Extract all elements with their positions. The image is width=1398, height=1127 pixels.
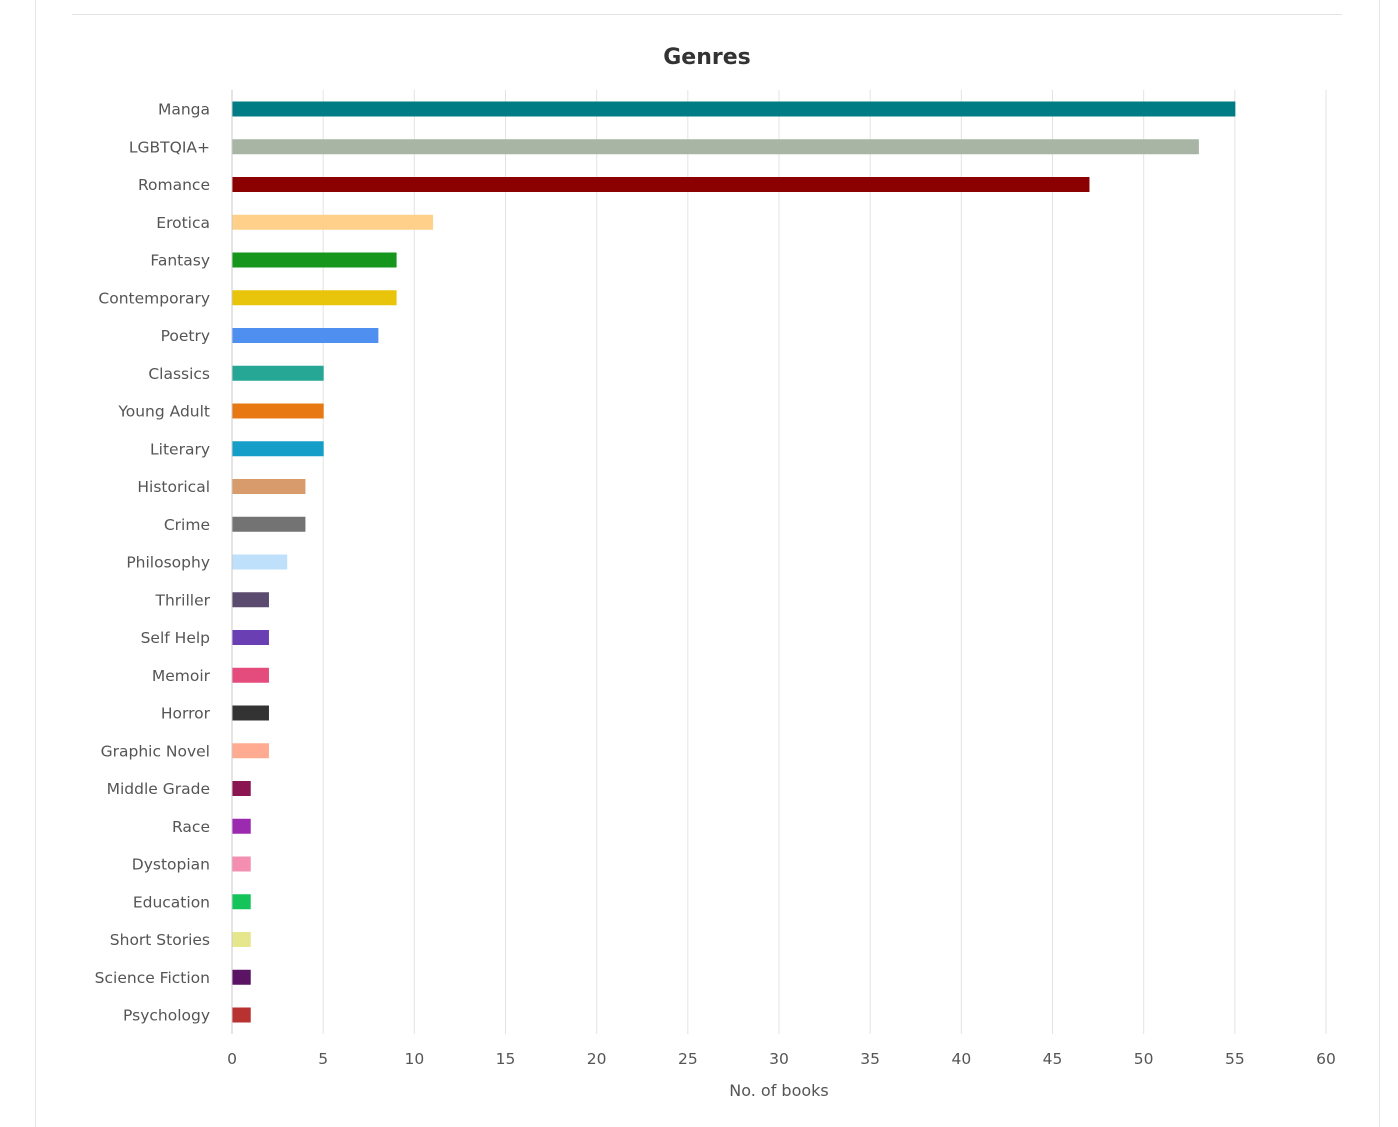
x-tick-label: 20 (587, 1050, 607, 1068)
x-tick-label: 0 (227, 1050, 237, 1068)
category-label: Short Stories (110, 931, 210, 949)
category-label: Historical (137, 478, 210, 496)
x-tick-label: 40 (951, 1050, 971, 1068)
x-axis-label: No. of books (729, 1081, 829, 1100)
bar-science-fiction[interactable] (232, 969, 251, 985)
bar-race[interactable] (232, 818, 251, 834)
bar-young-adult[interactable] (232, 403, 324, 419)
bar-education[interactable] (232, 894, 251, 910)
bar-middle-grade[interactable] (232, 781, 251, 796)
x-tick-label: 25 (678, 1050, 698, 1068)
x-tick-label: 5 (318, 1050, 328, 1068)
x-tick-label: 55 (1225, 1050, 1245, 1068)
bar-crime[interactable] (232, 516, 306, 532)
bar-horror[interactable] (232, 705, 269, 721)
category-label: Literary (150, 440, 210, 458)
category-label: LGBTQIA+ (129, 138, 210, 156)
bar-romance[interactable] (232, 177, 1090, 192)
category-label: Contemporary (98, 289, 210, 307)
bar-fantasy[interactable] (232, 252, 397, 268)
category-label: Race (172, 818, 210, 836)
category-label: Graphic Novel (101, 742, 210, 760)
bar-lgbtqia[interactable] (232, 139, 1199, 155)
bar-historical[interactable] (232, 479, 306, 494)
category-label: Erotica (156, 214, 210, 232)
x-tick-label: 30 (769, 1050, 789, 1068)
x-tick-label: 45 (1043, 1050, 1063, 1068)
bar-short-stories[interactable] (232, 932, 251, 947)
category-label: Romance (138, 176, 210, 194)
category-label: Philosophy (126, 554, 210, 572)
category-labels: Manga LGBTQIA+ Romance Erotica Fantasy Contem… (95, 101, 211, 1025)
chart-title: Genres (663, 45, 751, 70)
bar-erotica[interactable] (232, 214, 434, 230)
category-label: Thriller (155, 591, 211, 609)
category-label: Memoir (152, 667, 211, 685)
bar-graphic-novel[interactable] (232, 743, 269, 759)
category-label: Fantasy (150, 252, 210, 270)
bars (232, 101, 1236, 1023)
category-label: Education (133, 893, 210, 911)
category-label: Self Help (141, 629, 210, 647)
bar-dystopian[interactable] (232, 856, 251, 872)
category-label: Manga (158, 101, 210, 119)
bar-manga[interactable] (232, 101, 1236, 117)
category-label: Horror (161, 705, 211, 723)
bar-thriller[interactable] (232, 592, 269, 608)
x-tick-label: 60 (1316, 1050, 1336, 1068)
category-label: Psychology (123, 1007, 210, 1025)
x-tick-label: 15 (496, 1050, 516, 1068)
category-label: Young Adult (117, 403, 210, 421)
x-tick-label: 10 (404, 1050, 424, 1068)
bar-contemporary[interactable] (232, 290, 397, 306)
bar-literary[interactable] (232, 441, 324, 457)
gridlines (231, 90, 1327, 1034)
bar-memoir[interactable] (232, 667, 269, 683)
bar-philosophy[interactable] (232, 554, 288, 570)
category-label: Classics (148, 365, 210, 383)
category-label: Middle Grade (107, 780, 210, 798)
x-tick-label: 35 (860, 1050, 880, 1068)
category-label: Poetry (161, 327, 210, 345)
category-label: Dystopian (132, 856, 210, 874)
bar-poetry[interactable] (232, 328, 379, 343)
x-tick-label: 50 (1134, 1050, 1154, 1068)
category-label: Crime (164, 516, 210, 534)
bar-self-help[interactable] (232, 630, 269, 645)
category-label: Science Fiction (95, 969, 210, 987)
bar-psychology[interactable] (232, 1007, 251, 1023)
divider (72, 14, 1342, 15)
bar-classics[interactable] (232, 365, 324, 381)
x-tick-labels: 0 5 10 15 20 25 30 35 40 45 50 55 60 (227, 1050, 1336, 1068)
